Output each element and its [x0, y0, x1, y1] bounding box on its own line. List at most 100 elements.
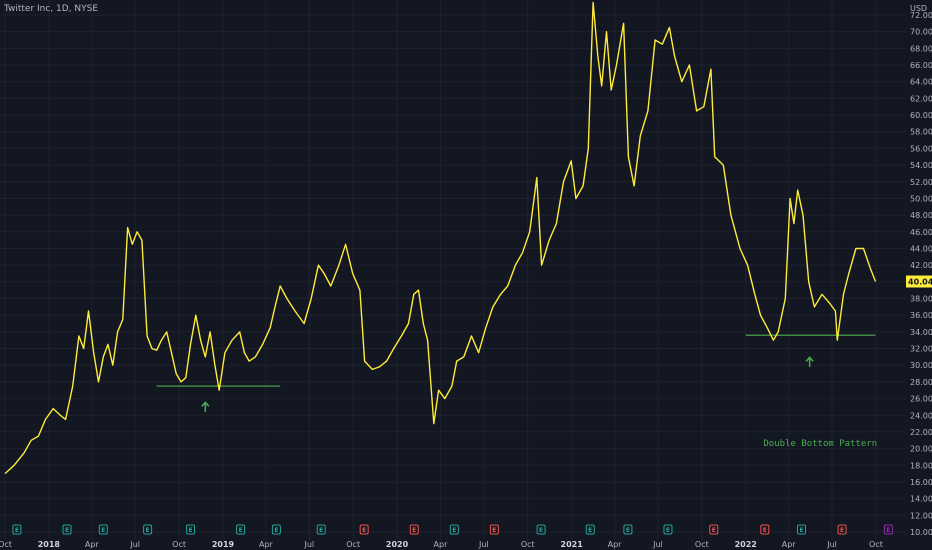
earnings-marker[interactable]: E	[62, 524, 72, 535]
y-tick-label: 26.00	[910, 395, 932, 404]
earnings-badge[interactable]	[623, 524, 633, 535]
earnings-marker[interactable]: E	[536, 524, 546, 535]
earnings-label: E	[799, 527, 803, 534]
x-tick-label: Apr	[608, 540, 623, 549]
earnings-badge[interactable]	[489, 524, 499, 535]
arrow-head	[201, 401, 210, 407]
y-tick-label: 52.00	[910, 178, 932, 187]
earnings-label: E	[712, 527, 716, 534]
earnings-label: E	[452, 527, 456, 534]
earnings-label: E	[588, 527, 592, 534]
earnings-marker[interactable]: E	[98, 524, 108, 535]
y-tick-label: 14.00	[910, 495, 932, 504]
earnings-label: E	[412, 527, 416, 534]
earnings-badge[interactable]	[186, 524, 196, 535]
earnings-marker[interactable]: E	[585, 524, 595, 535]
x-tick-label: 2020	[386, 540, 409, 549]
y-tick-label: 18.00	[910, 461, 932, 470]
earnings-badge[interactable]	[409, 524, 419, 535]
earnings-marker[interactable]: E	[143, 524, 153, 535]
earnings-marker[interactable]: E	[489, 524, 499, 535]
earnings-badge[interactable]	[536, 524, 546, 535]
earnings-marker[interactable]: E	[236, 524, 246, 535]
y-tick-label: 60.00	[910, 111, 932, 120]
earnings-label: E	[274, 527, 278, 534]
earnings-label: E	[188, 527, 192, 534]
y-tick-label: 22.00	[910, 428, 932, 437]
y-tick-label: 10.00	[910, 528, 932, 537]
earnings-marker[interactable]: E	[883, 524, 893, 535]
y-tick-label: 72.00	[910, 11, 932, 20]
earnings-badge[interactable]	[883, 524, 893, 535]
earnings-marker[interactable]: E	[186, 524, 196, 535]
earnings-badge[interactable]	[797, 524, 807, 535]
x-tick-label: Oct	[695, 540, 709, 549]
earnings-marker[interactable]: E	[12, 524, 22, 535]
y-tick-label: 30.00	[910, 361, 932, 370]
earnings-marker[interactable]: E	[663, 524, 673, 535]
earnings-marker[interactable]: E	[359, 524, 369, 535]
y-tick-label: 42.00	[910, 261, 932, 270]
y-axis[interactable]: 10.00 12.00 14.00 16.00 18.00 20.00 22.00 24.00…	[906, 11, 932, 537]
earnings-label: E	[65, 527, 69, 534]
earnings-label: E	[626, 527, 630, 534]
earnings-badge[interactable]	[236, 524, 246, 535]
y-tick-label: 68.00	[910, 44, 932, 53]
x-tick-label: 2021	[561, 540, 584, 549]
y-tick-label: 34.00	[910, 328, 932, 337]
earnings-badge[interactable]	[837, 524, 847, 535]
earnings-marker[interactable]: E	[271, 524, 281, 535]
earnings-marker[interactable]: E	[797, 524, 807, 535]
earnings-marker[interactable]: E	[623, 524, 633, 535]
last-price-badge	[906, 275, 932, 288]
x-tick-label: Jul	[478, 540, 489, 549]
y-tick-label: 50.00	[910, 194, 932, 203]
up-arrow-icon	[805, 356, 814, 367]
x-tick-label: Apr	[85, 540, 100, 549]
arrow-layer	[201, 356, 814, 412]
earnings-marker[interactable]: E	[709, 524, 719, 535]
x-tick-label: Jul	[652, 540, 663, 549]
chart-title: Twitter Inc, 1D, NYSE	[3, 4, 98, 14]
earnings-label: E	[239, 527, 243, 534]
last-price-label: 40.04	[908, 278, 932, 287]
earnings-marker[interactable]: E	[316, 524, 326, 535]
earnings-badge[interactable]	[449, 524, 459, 535]
x-axis[interactable]: Oct 2018 Apr Jul Oct 2019 Apr Jul Oct 2020 Apr Jul O…	[0, 540, 883, 549]
x-tick-label: 2022	[735, 540, 757, 549]
y-tick-label: 38.00	[910, 295, 932, 304]
earnings-badge[interactable]	[585, 524, 595, 535]
earnings-marker[interactable]: E	[760, 524, 770, 535]
grid-layer	[0, 0, 906, 540]
x-tick-label: Jul	[303, 540, 314, 549]
earnings-label: E	[492, 527, 496, 534]
earnings-label: E	[840, 527, 844, 534]
earnings-badge[interactable]	[760, 524, 770, 535]
earnings-marker[interactable]: E	[837, 524, 847, 535]
earnings-badge[interactable]	[316, 524, 326, 535]
line-layer	[4, 1, 877, 475]
currency-label: USD	[910, 4, 927, 13]
x-tick-label: Apr	[782, 540, 797, 549]
earnings-badge[interactable]	[98, 524, 108, 535]
earnings-badge[interactable]	[143, 524, 153, 535]
earnings-badge[interactable]	[709, 524, 719, 535]
earnings-badge[interactable]	[12, 524, 22, 535]
annotation-text: Double Bottom Pattern	[763, 439, 877, 449]
x-tick-label: Oct	[869, 540, 883, 549]
x-tick-label: 2018	[38, 540, 61, 549]
earnings-label: E	[362, 527, 366, 534]
earnings-marker[interactable]: E	[409, 524, 419, 535]
y-tick-label: 70.00	[910, 28, 932, 37]
earnings-badge[interactable]	[663, 524, 673, 535]
earnings-badge[interactable]	[359, 524, 369, 535]
earnings-marker[interactable]: E	[449, 524, 459, 535]
y-tick-label: 48.00	[910, 211, 932, 220]
earnings-badge[interactable]	[271, 524, 281, 535]
earnings-label: E	[101, 527, 105, 534]
earnings-badge[interactable]	[62, 524, 72, 535]
